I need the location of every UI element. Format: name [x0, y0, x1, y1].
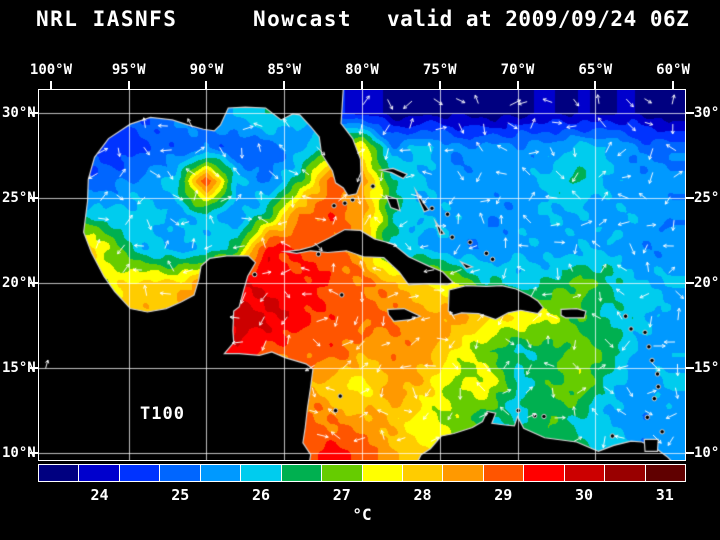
- colorbar-cell: [119, 465, 161, 481]
- colorbar-cell: [645, 465, 685, 481]
- lon-tick-label: 85°W: [267, 62, 302, 78]
- annotation-depth-label: T100: [140, 404, 185, 424]
- lat-tick-mark: [30, 197, 38, 200]
- lat-tick-mark: [686, 197, 694, 200]
- valid-time: valid at 2009/09/24 06Z: [387, 7, 690, 31]
- colorbar-cell: [402, 465, 444, 481]
- lon-tick-label: 60°W: [656, 62, 690, 78]
- lat-tick-label: 30°N: [2, 105, 36, 122]
- lat-tick-label: 20°N: [694, 275, 720, 292]
- lon-tick-label: 70°W: [500, 62, 535, 78]
- colorbar: [38, 464, 686, 482]
- colorbar-cell: [322, 465, 363, 481]
- lat-tick-mark: [686, 282, 694, 285]
- colorbar-tick-label: 29: [494, 486, 513, 504]
- colorbar-cell: [281, 465, 323, 481]
- lat-tick-label: 20°N: [2, 275, 36, 292]
- lat-tick-label: 10°N: [2, 445, 36, 462]
- lat-tick-mark: [686, 112, 694, 115]
- colorbar-tick-label: 28: [413, 486, 432, 504]
- colorbar-cell: [605, 465, 646, 481]
- colorbar-cell: [524, 465, 565, 481]
- lon-tick-label: 80°W: [345, 62, 379, 78]
- lat-tick-label: 15°N: [2, 360, 36, 377]
- lon-tick-mark: [49, 81, 52, 89]
- lat-tick-label: 25°N: [2, 190, 36, 207]
- lat-tick-mark: [30, 282, 38, 285]
- lon-tick-mark: [283, 81, 286, 89]
- lat-tick-mark: [30, 112, 38, 115]
- lon-tick-mark: [594, 81, 597, 89]
- lat-tick-mark: [30, 367, 38, 370]
- colorbar-cell: [200, 465, 242, 481]
- lat-tick-label: 10°N: [694, 445, 720, 462]
- product-name: NRL IASNFS: [36, 7, 178, 31]
- colorbar-unit: °C: [352, 505, 372, 524]
- lon-tick-label: 90°W: [189, 62, 224, 78]
- lon-tick-mark: [438, 81, 441, 89]
- colorbar-cell: [443, 465, 484, 481]
- lon-tick-label: 100°W: [29, 62, 73, 78]
- lat-tick-mark: [30, 452, 38, 455]
- colorbar-tick-label: 27: [332, 486, 351, 504]
- run-mode: Nowcast: [253, 7, 353, 31]
- colorbar-cell: [241, 465, 282, 481]
- colorbar-cell: [39, 465, 80, 481]
- lon-tick-mark: [672, 81, 675, 89]
- temperature-heatmap: [39, 90, 685, 460]
- lon-tick-label: 95°W: [111, 62, 146, 78]
- lat-tick-label: 30°N: [694, 105, 720, 122]
- colorbar-tick-label: 25: [171, 486, 190, 504]
- colorbar-cell: [79, 465, 120, 481]
- lat-tick-mark: [686, 367, 694, 370]
- map-frame: [38, 89, 686, 461]
- colorbar-tick-label: 26: [252, 486, 271, 504]
- lon-tick-mark: [361, 81, 363, 89]
- lon-tick-mark: [205, 81, 208, 89]
- colorbar-cell: [362, 465, 403, 481]
- lon-tick-mark: [516, 81, 519, 89]
- lat-tick-label: 15°N: [694, 360, 720, 377]
- lon-tick-label: 65°W: [578, 62, 613, 78]
- colorbar-cell: [483, 465, 525, 481]
- colorbar-tick-label: 31: [655, 486, 674, 504]
- lon-tick-label: 75°W: [422, 62, 457, 78]
- colorbar-tick-label: 24: [90, 486, 109, 504]
- lat-tick-mark: [686, 452, 694, 455]
- lat-tick-label: 25°N: [694, 190, 720, 207]
- colorbar-cell: [564, 465, 606, 481]
- lon-tick-mark: [127, 81, 130, 89]
- colorbar-cell: [160, 465, 201, 481]
- colorbar-tick-label: 30: [575, 486, 594, 504]
